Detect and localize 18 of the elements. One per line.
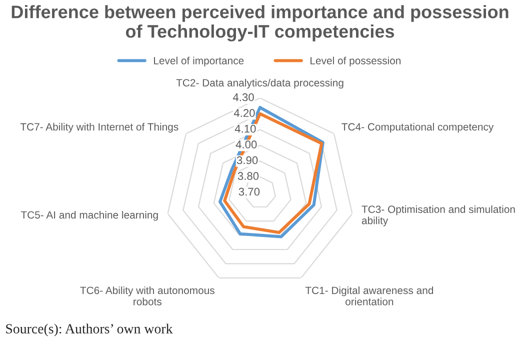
legend-label: Level of importance bbox=[154, 56, 244, 66]
y-tick-label: 3.80 bbox=[238, 172, 259, 180]
y-tick-label: 3.90 bbox=[236, 156, 258, 164]
legend-label: Level of possession bbox=[310, 56, 401, 66]
y-tick-label: 4.30 bbox=[232, 93, 254, 102]
spoke-label: TC5- AI and machine learning bbox=[20, 210, 158, 221]
spoke-label: TC4- Computational competency bbox=[342, 122, 494, 133]
spoke-label: TC3- Optimisation and simulation ability bbox=[362, 205, 515, 226]
spoke-label: TC6- Ability with autonomous robots bbox=[80, 286, 214, 306]
y-tick-label: 4.20 bbox=[234, 109, 255, 117]
spoke-label: TC2- Data analytics/data processing bbox=[176, 78, 344, 89]
y-tick-label: 4.00 bbox=[236, 140, 257, 148]
chart-title: Difference between perceived importance and possession of Technology-IT competencies bbox=[12, 5, 508, 42]
spoke-label: TC1- Digital awareness and orientation bbox=[305, 286, 434, 306]
y-tick-label: 4.10 bbox=[234, 124, 256, 133]
source-note: Source(s): Authors’ own work bbox=[6, 324, 173, 336]
spoke-label: TC7- Ability with Internet of Things bbox=[20, 122, 178, 133]
y-tick-label: 3.70 bbox=[238, 188, 260, 196]
